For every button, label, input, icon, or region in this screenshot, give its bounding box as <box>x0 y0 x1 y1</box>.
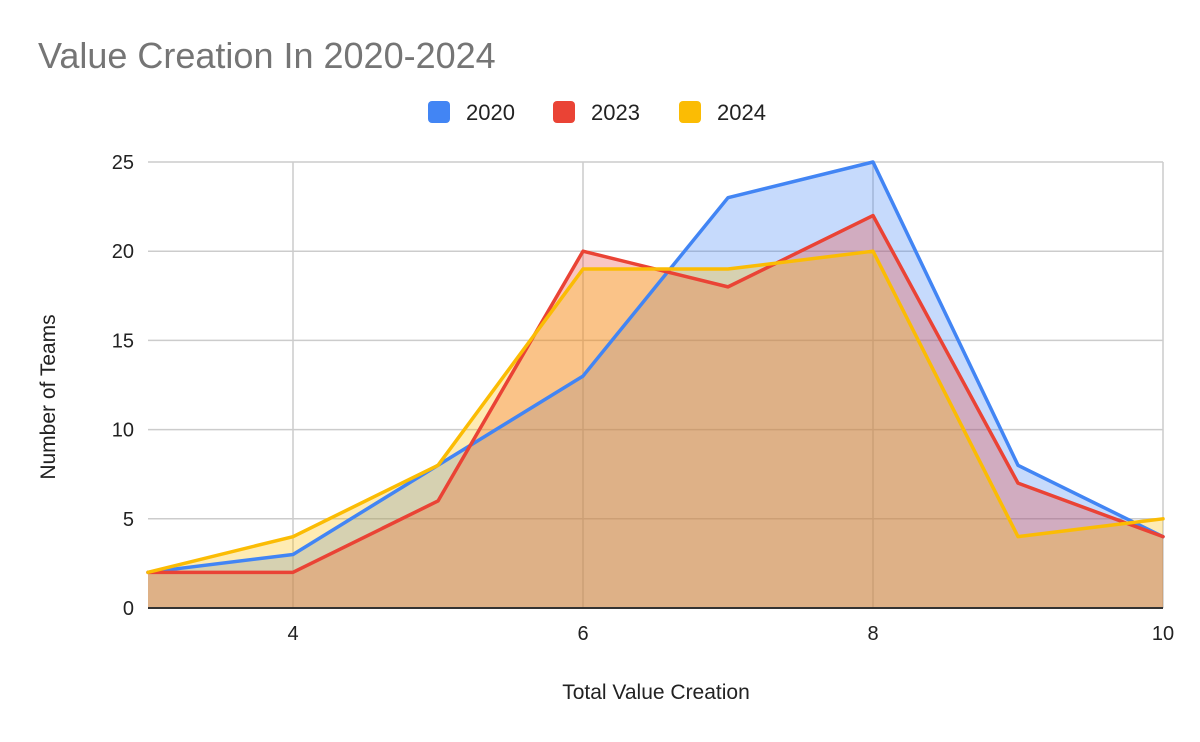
y-tick-label: 20 <box>112 241 134 263</box>
y-tick-label: 0 <box>123 598 134 620</box>
x-tick-label: 10 <box>1152 623 1174 645</box>
y-tick-label: 25 <box>112 152 134 174</box>
legend-swatch <box>679 101 701 123</box>
legend-label: 2023 <box>591 100 640 125</box>
x-axis-tick-labels: 4 6 8 10 <box>287 623 1174 645</box>
y-axis-title: Number of Teams <box>37 314 60 479</box>
x-tick-label: 6 <box>577 623 588 645</box>
y-tick-label: 5 <box>123 509 134 531</box>
series-lines <box>146 160 1165 575</box>
legend-swatch <box>428 101 450 123</box>
x-axis-title: Total Value Creation <box>562 681 750 704</box>
line-2020 <box>146 160 1165 575</box>
series-areas <box>148 162 1163 608</box>
area-2020 <box>148 162 1163 608</box>
y-axis-tick-labels: 0 5 10 15 20 25 <box>112 152 134 620</box>
y-tick-label: 15 <box>112 330 134 352</box>
line-2024 <box>146 249 1165 575</box>
x-tick-label: 8 <box>867 623 878 645</box>
legend-item-2020: 2020 <box>428 100 515 125</box>
chart-title: Value Creation In 2020-2024 <box>38 35 496 76</box>
gridlines <box>148 161 1164 608</box>
legend-label: 2020 <box>466 100 515 125</box>
legend-label: 2024 <box>717 100 766 125</box>
legend: 2020 2023 2024 <box>428 100 766 125</box>
area-2023 <box>148 215 1163 608</box>
x-tick-label: 4 <box>287 623 298 645</box>
legend-swatch <box>553 101 575 123</box>
legend-item-2023: 2023 <box>553 100 640 125</box>
legend-item-2024: 2024 <box>679 100 766 125</box>
y-tick-label: 10 <box>112 420 134 442</box>
